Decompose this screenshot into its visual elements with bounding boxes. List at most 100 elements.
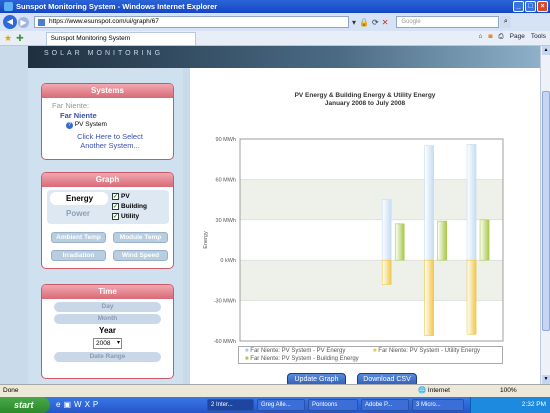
y-axis-label: Energy <box>203 231 209 249</box>
main-panel: PV Energy & Building Energy & Utility En… <box>190 68 540 387</box>
month-option[interactable]: Month <box>54 314 161 324</box>
legend-building: ■ Far Niente: PV System - Building Energ… <box>245 356 359 362</box>
folder-launch-icon[interactable]: ▣ <box>63 400 72 409</box>
system-tray: 2:32 PM <box>470 397 550 413</box>
ambient-temp-button[interactable]: Ambient Temp <box>51 232 106 243</box>
window-title: Sunspot Monitoring System - Windows Inte… <box>16 2 218 11</box>
minimize-button[interactable]: _ <box>513 1 524 12</box>
system-name: PV System <box>74 121 107 128</box>
energy-chart: 90 MWh 60 MWh 30 MWh 0 kWh -30 MWh -60 MWh Ene… <box>203 137 504 354</box>
print-icon[interactable]: ⎙ <box>498 33 504 40</box>
building-checkbox[interactable]: ✓ Building <box>112 203 147 211</box>
bar-utility-energy <box>466 259 477 335</box>
bar-building-energy <box>437 220 447 261</box>
legend-pv: ■ Far Niente: PV System - PV Energy <box>245 348 346 354</box>
day-option[interactable]: Day <box>54 302 161 312</box>
excel-launch-icon[interactable]: X <box>84 400 90 409</box>
graph-header: Graph <box>42 173 173 187</box>
year-option[interactable]: Year <box>54 326 161 336</box>
url-text: https://www.esunspot.com/ui/graph/67 <box>49 18 159 25</box>
task-adobe[interactable]: Adobe P... <box>361 399 409 411</box>
word-launch-icon[interactable]: W <box>74 400 82 409</box>
maximize-button[interactable]: □ <box>525 1 536 12</box>
task-ie[interactable]: 2 Inter... <box>207 399 254 411</box>
plot-frame <box>239 138 504 342</box>
y-tick-label: 90 MWh <box>216 137 236 143</box>
select-system-link[interactable]: Click Here to Select Another System... <box>77 132 143 150</box>
date-range-option[interactable]: Date Range <box>54 352 161 362</box>
pv-checkbox[interactable]: ✓ PV <box>112 193 130 201</box>
tab-bar: ★ ✚ Sunspot Monitoring System ⌂ ◙ ⎙ Page… <box>0 31 550 46</box>
search-icon[interactable]: ⌕ <box>500 16 512 28</box>
left-sidebar: Systems Far Niente: Far Niente ? PV Syst… <box>28 68 183 384</box>
start-button[interactable]: start <box>0 397 50 413</box>
scroll-down-arrow[interactable]: ▼ <box>542 375 550 384</box>
task-pontoons[interactable]: Pontoons <box>308 399 358 411</box>
close-window-button[interactable]: × <box>537 1 548 12</box>
ie-launch-icon[interactable]: e <box>56 400 61 409</box>
taskbar: start e ▣ W X P 2 Inter... Greg Alle... … <box>0 397 550 413</box>
year-select[interactable]: 2008 ▾ <box>93 338 122 349</box>
web-content: SOLAR MONITORING Systems Far Niente: Far… <box>0 46 540 387</box>
grid-band <box>240 219 503 261</box>
page-icon <box>38 19 45 26</box>
zoom-level[interactable]: 100% <box>500 387 517 394</box>
task-microsoft[interactable]: 3 Micro... <box>412 399 464 411</box>
irradiation-button[interactable]: Irradiation <box>51 250 106 261</box>
site-banner: SOLAR MONITORING <box>28 46 540 68</box>
forward-button[interactable]: ▶ <box>18 16 29 28</box>
internet-zone: 🌐 Internet <box>418 387 450 394</box>
task-greg[interactable]: Greg Alle... <box>257 399 305 411</box>
system-row[interactable]: ? PV System <box>66 121 107 129</box>
grid-band <box>240 260 503 301</box>
y-tick-label: 30 MWh <box>216 218 236 224</box>
wind-speed-button[interactable]: Wind Speed <box>113 250 168 261</box>
scroll-up-arrow[interactable]: ▲ <box>542 46 550 55</box>
refresh-icon[interactable]: ⟳ <box>371 17 379 27</box>
url-field[interactable]: https://www.esunspot.com/ui/graph/67 <box>34 16 349 28</box>
bar-building-energy <box>394 223 405 261</box>
info-icon: ? <box>66 122 73 129</box>
bar-utility-energy <box>381 259 392 285</box>
graph-panel: Graph Energy Power ✓ PV ✓ Building ✓ Utilit… <box>41 172 174 269</box>
site-label-dim: Far Niente: <box>52 101 90 110</box>
y-tick-label: 0 kWh <box>220 258 236 264</box>
status-text: Done <box>3 387 19 394</box>
y-tick-label: -60 MWh <box>214 339 236 345</box>
systems-header: Systems <box>42 84 173 98</box>
y-tick-label: 60 MWh <box>216 177 236 183</box>
bar-pv-energy <box>466 144 477 261</box>
power-option[interactable]: Power <box>66 209 91 218</box>
stop-icon[interactable]: ✕ <box>381 17 389 27</box>
vertical-scrollbar[interactable]: ▲ ▼ <box>540 46 550 384</box>
chart-legend: ■ Far Niente: PV System - PV Energy ■ Fa… <box>238 346 503 364</box>
site-name-link[interactable]: Far Niente <box>60 111 97 120</box>
energy-option[interactable]: Energy <box>50 192 108 205</box>
tab-sunspot[interactable]: Sunspot Monitoring System <box>45 31 196 45</box>
ie-app-icon <box>4 2 13 11</box>
address-bar: ◀ ▶ https://www.esunspot.com/ui/graph/67… <box>0 13 550 31</box>
lock-icon[interactable]: 🔒 <box>359 17 369 27</box>
bar-pv-energy <box>424 145 434 261</box>
add-favorites-icon[interactable]: ✚ <box>16 32 24 43</box>
clock: 2:32 PM <box>521 401 546 408</box>
time-panel: Time Day Month Year 2008 ▾ Date Range <box>41 284 174 379</box>
favorites-star-icon[interactable]: ★ <box>4 32 13 43</box>
bar-building-energy <box>479 219 490 261</box>
scroll-thumb[interactable] <box>542 91 550 331</box>
feeds-icon[interactable]: ◙ <box>488 33 493 40</box>
grid-band <box>240 179 503 220</box>
quick-launch: e ▣ W X P <box>56 400 98 409</box>
chevron-down-icon: ▾ <box>116 340 120 346</box>
powerpoint-launch-icon[interactable]: P <box>92 400 99 409</box>
dropdown-arrow-icon[interactable]: ▾ <box>352 17 357 27</box>
back-button[interactable]: ◀ <box>3 15 17 29</box>
search-input[interactable]: Google <box>396 16 500 28</box>
page-menu[interactable]: Page <box>509 33 525 40</box>
tools-menu[interactable]: Tools <box>530 33 546 40</box>
module-temp-button[interactable]: Module Temp <box>113 232 168 243</box>
home-icon[interactable]: ⌂ <box>478 33 483 40</box>
utility-checkbox[interactable]: ✓ Utility <box>112 213 140 221</box>
status-bar: Done 🌐 Internet 100% <box>0 384 550 397</box>
y-tick-label: -30 MWh <box>214 299 236 305</box>
